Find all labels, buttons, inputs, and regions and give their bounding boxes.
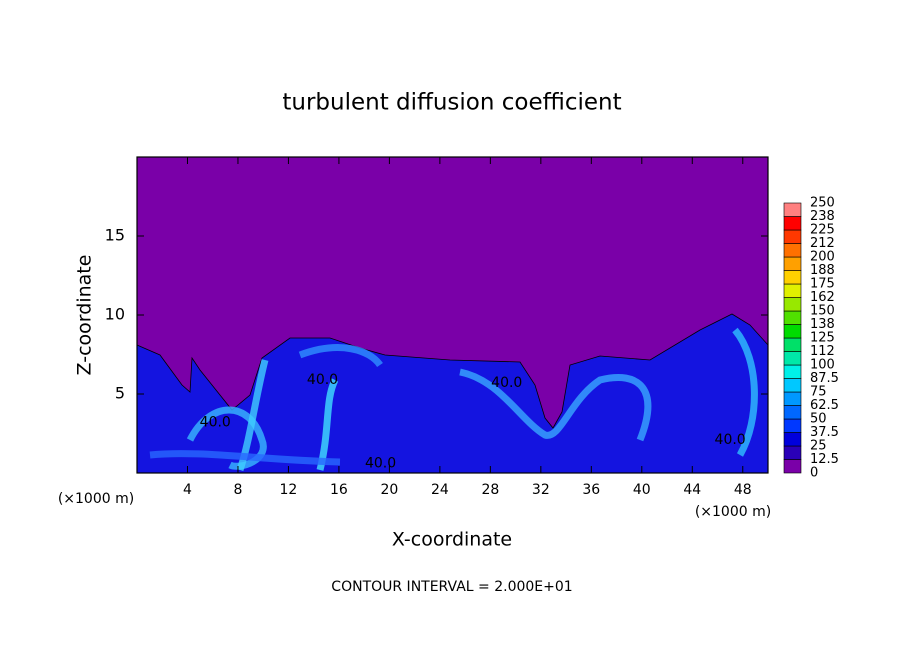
colorbar-swatch [783,324,802,339]
colorbar-label: 25 [810,439,827,454]
field-region [136,313,769,474]
colorbar-swatch [783,351,802,366]
x-tick-label: 16 [330,482,348,498]
y-tick-label: 10 [105,305,125,324]
x-unit: (×1000 m) [58,491,134,507]
contour-label: 40.0 [365,456,396,472]
colorbar-label: 12.5 [810,452,839,467]
colorbar-label: 138 [810,317,835,332]
colorbar-label: 125 [810,331,835,346]
y-tick-label: 15 [105,226,125,245]
field-swirl [186,406,267,470]
colorbar-label: 87.5 [810,371,839,386]
colorbar-swatch [783,229,802,244]
x-tick-label: 32 [532,482,550,498]
x-tick-label: 12 [280,482,298,498]
chart-title: turbulent diffusion coefficient [282,90,621,116]
x-tick-label: 40 [633,482,651,498]
colorbar-swatch [783,459,802,474]
colorbar-label: 100 [810,358,835,373]
footer: CONTOUR INTERVAL = 2.000E+01 [331,579,572,595]
colorbar-swatch [783,202,802,217]
colorbar-label: 112 [810,344,835,359]
colorbar-label: 225 [810,223,835,238]
x-tick-label: 20 [380,482,398,498]
colorbar-swatch [783,216,802,231]
plot-area: 40.0 40.0 40.0 40.0 40.0 [136,156,769,474]
colorbar-swatch [783,283,802,298]
colorbar-label: 175 [810,277,835,292]
colorbar-swatch [783,391,802,406]
field-swirl [732,327,758,457]
contour-label: 40.0 [491,375,522,391]
colorbar-swatch [783,310,802,325]
colorbar-swatch [783,337,802,352]
colorbar-swatch [783,432,802,447]
colorbar-label: 212 [810,236,835,251]
colorbar-swatch [783,297,802,312]
field-swirl [236,359,269,472]
x-unit: (×1000 m) [695,504,771,520]
colorbar-label: 50 [810,412,827,427]
colorbar-label: 150 [810,304,835,319]
colorbar-label: 250 [810,196,835,211]
x-tick-label: 24 [431,482,449,498]
colorbar-swatch [783,378,802,393]
contour-label: 40.0 [307,372,338,388]
field-swirl [459,368,652,442]
colorbar-label: 188 [810,263,835,278]
colorbar-swatch [783,270,802,285]
x-tick-label: 36 [582,482,600,498]
colorbar-swatch [783,243,802,258]
colorbar-swatch [783,418,802,433]
colorbar-label: 62.5 [810,398,839,413]
colorbar-label: 162 [810,290,835,305]
x-axis-label: X-coordinate [392,529,512,551]
x-tick-label: 48 [734,482,752,498]
colorbar-label: 200 [810,250,835,265]
colorbar-swatch [783,256,802,271]
colorbar-label: 238 [810,209,835,224]
colorbar-label: 75 [810,385,827,400]
colorbar-label: 0 [810,466,818,481]
x-tick-label: 8 [233,482,242,498]
x-tick-label: 28 [481,482,499,498]
colorbar-swatch [783,364,802,379]
colorbar-swatch [783,445,802,460]
field-swirl [149,450,341,466]
contour-label: 40.0 [715,432,746,448]
colorbar-label: 37.5 [810,425,839,440]
contour-label: 40.0 [200,414,231,430]
field-swirl [298,344,383,368]
x-tick-label: 44 [683,482,701,498]
y-tick-label: 5 [115,384,125,403]
x-tick-label: 4 [183,482,192,498]
colorbar-swatch [783,405,802,420]
y-axis-label: Z-coordinate [74,255,96,376]
